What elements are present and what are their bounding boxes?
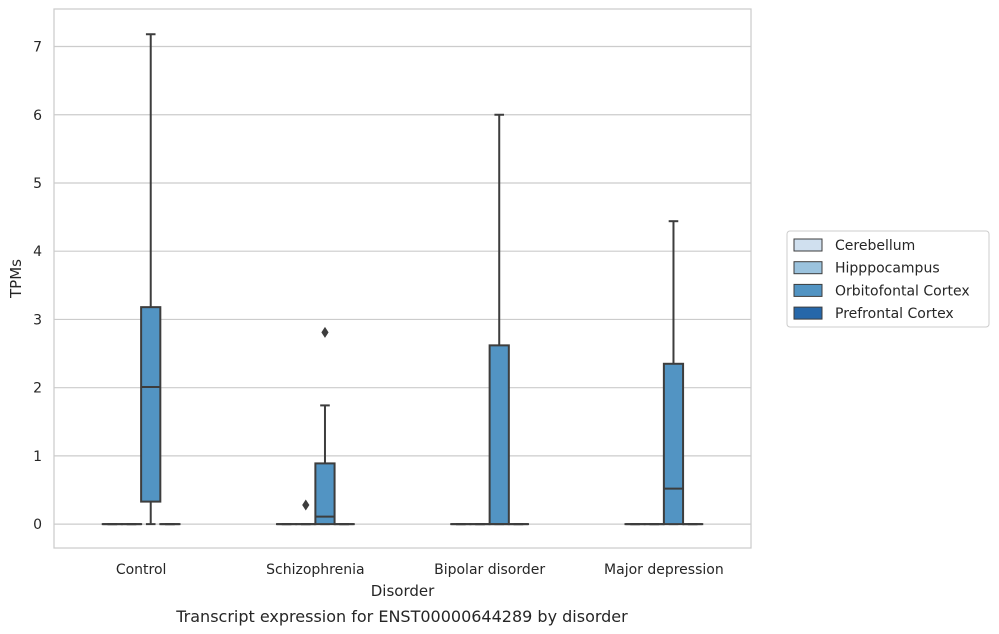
box-iqr (314, 462, 336, 526)
y-tick-label: 7 (33, 40, 42, 56)
y-tick-label: 5 (33, 176, 42, 192)
box-control-orbitofontal-cortex (140, 33, 162, 526)
legend-label-hipppocampus: Hipppocampus (835, 261, 940, 277)
plot-area-frame (53, 8, 752, 549)
box-iqr (662, 362, 685, 526)
legend-swatch-hipppocampus (793, 261, 823, 275)
legend-label-orbitofontal-cortex: Orbitofontal Cortex (835, 283, 970, 299)
x-tick-label-schizophrenia: Schizophrenia (266, 562, 364, 578)
y-tick-label: 3 (33, 312, 42, 328)
y-tick-label: 6 (33, 108, 42, 124)
y-axis-label: TPMs (7, 259, 25, 299)
outlier-point (302, 499, 310, 511)
legend-label-cerebellum: Cerebellum (835, 238, 915, 254)
figure-caption: Transcript expression for ENST0000064428… (175, 607, 628, 626)
x-tick-label-major-depression: Major depression (604, 562, 724, 578)
y-tick-label: 1 (33, 449, 42, 465)
box-major-depression-orbitofontal-cortex (662, 220, 685, 526)
y-tick-label: 0 (33, 517, 42, 533)
y-tick-label: 2 (33, 381, 42, 397)
y-tick-label: 4 (33, 244, 42, 260)
legend-swatch-cerebellum (793, 238, 823, 252)
outlier-point (321, 326, 329, 338)
legend: Cerebellum Hipppocampus Orbitofontal Corte… (786, 230, 990, 328)
x-axis-label: Disorder (371, 582, 435, 600)
legend-label-prefrontal-cortex: Prefrontal Cortex (835, 306, 954, 322)
box-layer (101, 33, 704, 526)
box-schizophrenia-orbitofontal-cortex (314, 326, 336, 526)
box-bipolar-disorder-orbitofontal-cortex (488, 113, 510, 526)
legend-swatch-prefrontal-cortex (793, 306, 823, 320)
box-iqr (488, 344, 510, 526)
legend-frame (786, 230, 990, 328)
box-iqr (140, 306, 162, 503)
y-axis-ticks: 0 1 2 3 4 5 6 7 (33, 40, 42, 534)
x-axis-ticks: Control Schizophrenia Bipolar disorder Majo… (116, 562, 724, 578)
gridlines (54, 45, 751, 525)
x-tick-label-control: Control (116, 562, 167, 578)
legend-swatch-orbitofontal-cortex (793, 283, 823, 297)
box-schizophrenia-hipppocampus (295, 499, 317, 526)
x-tick-label-bipolar-disorder: Bipolar disorder (434, 562, 545, 578)
